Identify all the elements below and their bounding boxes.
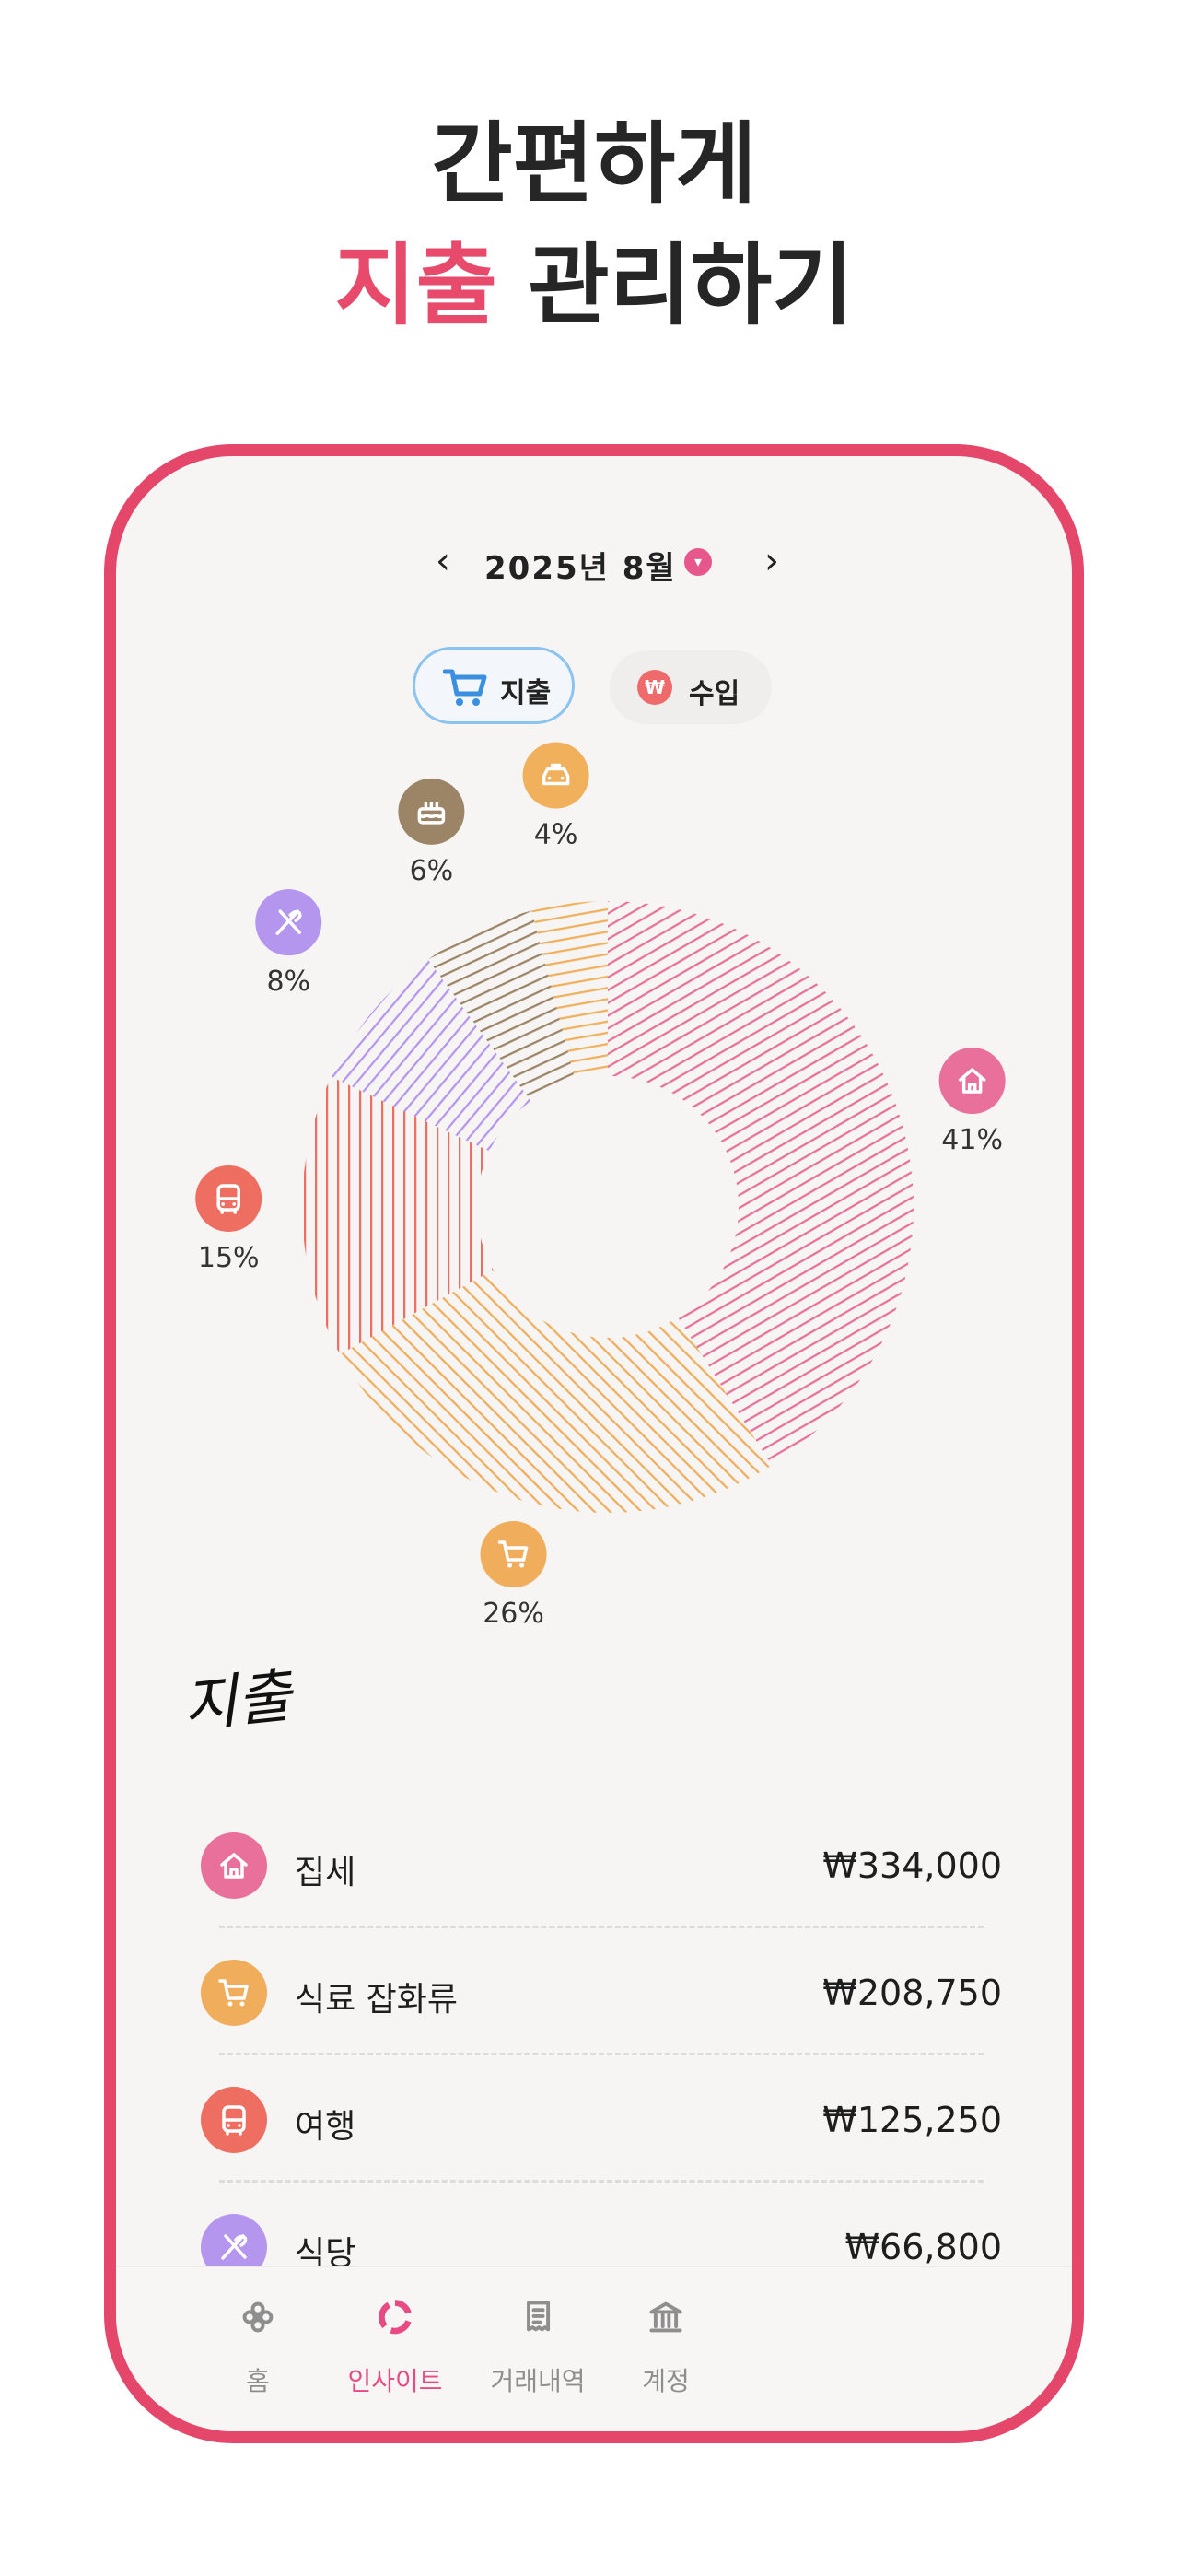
category-badge — [201, 2087, 267, 2153]
slice-icon-badge — [522, 742, 589, 809]
slice-percent-label: 6% — [410, 855, 454, 887]
bus-icon — [216, 1184, 240, 1214]
fork-knife-icon — [221, 2234, 248, 2260]
receipt-icon — [527, 2301, 551, 2332]
nav-icon-wrap — [239, 2299, 276, 2336]
slice-label-group: 8% — [255, 889, 322, 998]
nav-label: 인사이트 — [347, 2366, 443, 2396]
slice-percent-label: 41% — [941, 1124, 1003, 1156]
expense-amount: ₩334,000 — [822, 1845, 1002, 1886]
expense-name: 집세 — [295, 1854, 356, 1891]
expense-row[interactable]: 식료 잡화류 ₩208,750 — [201, 1928, 1002, 2055]
expense-amount: ₩125,250 — [822, 2100, 1002, 2140]
bank-icon — [649, 2301, 682, 2333]
nav-item[interactable]: 계정 — [601, 2267, 730, 2431]
slice-label-group: 4% — [522, 742, 589, 851]
promo-headline-rest: 관리하기 — [496, 234, 854, 337]
type-toggle: 지출 ₩ 수입 — [116, 647, 1072, 730]
promo-headline-line1: 간편하게 — [431, 112, 757, 216]
tab-expense-label: 지출 — [500, 677, 552, 709]
expense-name: 여행 — [295, 2108, 356, 2146]
section-title: 지출 — [180, 1662, 295, 1741]
slice-percent-label: 4% — [534, 819, 578, 851]
slice-icon-badge — [938, 1048, 1006, 1115]
row-divider — [219, 2180, 984, 2183]
donut-slice[interactable] — [608, 901, 914, 1466]
donut-slice[interactable] — [302, 1076, 494, 1354]
cart-icon — [443, 669, 487, 706]
chevron-left-icon[interactable]: ‹ — [436, 540, 450, 582]
fork-knife-icon — [275, 909, 302, 935]
won-coin-icon: ₩ — [637, 670, 672, 705]
slice-percent-label: 8% — [266, 966, 310, 998]
tab-expense[interactable]: 지출 — [413, 647, 575, 724]
donut-slice[interactable] — [331, 959, 531, 1152]
chevron-right-icon[interactable]: › — [764, 540, 779, 582]
expense-amount: ₩66,800 — [844, 2227, 1002, 2267]
house-icon — [220, 1853, 248, 1879]
house-icon — [958, 1068, 986, 1094]
slice-label-group: 41% — [938, 1048, 1006, 1156]
expense-row[interactable]: 식당 ₩66,800 — [201, 2183, 1002, 2310]
expense-donut-chart: 41% 26% 15% 8% 6% 4% — [195, 742, 1006, 1630]
cart-icon — [218, 1979, 249, 2007]
bottom-nav: 홈 인사이트 거래내역 계정 — [116, 2266, 1072, 2431]
flower-icon — [242, 2301, 274, 2333]
slice-label-group: 26% — [480, 1521, 547, 1630]
nav-item[interactable]: 인사이트 — [331, 2267, 460, 2431]
nav-item[interactable]: 홈 — [193, 2267, 322, 2431]
bus-icon — [222, 2105, 246, 2136]
tab-income[interactable]: ₩ 수입 — [610, 650, 772, 724]
donut-hole — [477, 1076, 739, 1338]
month-label[interactable]: 2025년 8월 — [484, 550, 677, 587]
nav-item[interactable]: 거래내역 — [473, 2267, 602, 2431]
nav-icon-wrap — [647, 2299, 684, 2336]
slice-label-group: 6% — [398, 778, 465, 887]
taxi-icon — [542, 763, 570, 786]
nav-label: 거래내역 — [490, 2366, 586, 2396]
ring-chart-icon — [379, 2300, 412, 2335]
phone-frame: ‹ 2025년 8월 ▾ › 지출 ₩ 수입 41% 26% 15% 8% 6% 4% 지… — [104, 444, 1084, 2443]
slice-label-group: 15% — [195, 1165, 262, 1274]
expense-row[interactable]: 여행 ₩125,250 — [201, 2055, 1002, 2183]
donut-slice[interactable] — [531, 901, 608, 1081]
donut-slice[interactable] — [340, 1270, 772, 1513]
nav-icon-wrap — [519, 2299, 556, 2336]
month-selector: ‹ 2025년 8월 ▾ › — [116, 535, 1072, 591]
nav-label: 계정 — [642, 2366, 690, 2396]
slice-percent-label: 15% — [198, 1242, 260, 1274]
expense-name: 식료 잡화류 — [295, 1981, 459, 2019]
expense-list: 집세 ₩334,000 식료 잡화류 ₩208,750 여행 ₩125,250 식당 ₩66,… — [201, 1801, 1002, 2310]
slice-percent-label: 26% — [483, 1598, 544, 1630]
nav-label: 홈 — [246, 2366, 270, 2396]
slice-icon-badge — [480, 1521, 547, 1588]
promo-headline-accent: 지출 — [334, 234, 497, 337]
donut-slice[interactable] — [427, 910, 576, 1102]
row-divider — [219, 2053, 984, 2055]
expense-amount: ₩208,750 — [822, 1973, 1002, 2013]
category-badge — [201, 1960, 267, 2026]
slice-icon-badge — [398, 778, 465, 845]
cart-icon — [497, 1540, 529, 1568]
chevron-down-icon[interactable]: ▾ — [684, 548, 712, 576]
nav-icon-wrap — [377, 2299, 413, 2336]
expense-row[interactable]: 집세 ₩334,000 — [201, 1801, 1002, 1928]
row-divider — [219, 1926, 984, 1928]
tab-income-label: 수입 — [689, 678, 740, 710]
category-badge — [201, 1832, 267, 1899]
promo-headline-line2: 지출 관리하기 — [0, 241, 1188, 330]
cake-icon — [417, 802, 446, 825]
